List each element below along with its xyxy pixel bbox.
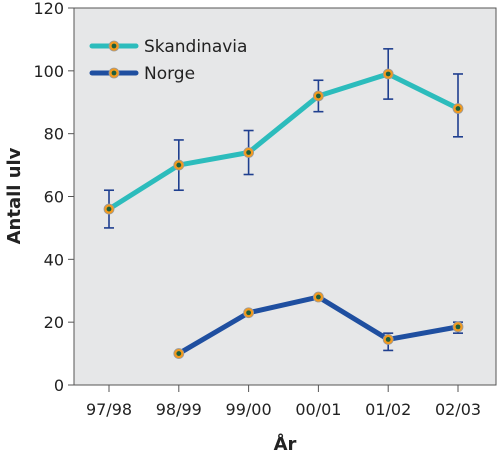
y-tick-label: 120 [33, 0, 64, 18]
marker-center [316, 93, 321, 99]
data-point [103, 203, 115, 215]
series-line [106, 71, 461, 212]
x-tick-label: 98/99 [156, 400, 202, 419]
y-tick-label: 20 [44, 313, 64, 332]
data-point [452, 321, 464, 333]
x-tick-label: 02/03 [435, 400, 481, 419]
legend-item: Norge [89, 64, 195, 84]
x-tick-label: 99/00 [226, 400, 272, 419]
marker-center [246, 150, 252, 155]
marker-center [455, 324, 461, 330]
x-tick-label: 00/01 [295, 400, 341, 419]
legend-label: Norge [144, 64, 195, 84]
y-tick-label: 80 [44, 125, 64, 144]
y-tick-label: 60 [44, 188, 64, 207]
data-point [243, 147, 255, 158]
data-point [243, 307, 255, 319]
y-tick-label: 40 [44, 250, 64, 269]
series-layer [103, 48, 464, 359]
marker-center [176, 162, 182, 168]
y-axis: 0 20 40 60 80 100 120 [33, 0, 74, 395]
marker-center [385, 71, 391, 77]
legend-label: Skandinavia [144, 37, 247, 57]
legend-marker-center [111, 43, 117, 49]
x-tick-label: 97/98 [86, 400, 132, 419]
legend: Skandinavia Norge [89, 37, 247, 84]
data-point [312, 291, 324, 303]
data-point [173, 348, 185, 359]
series-norge [173, 291, 464, 359]
x-tick-label: 01/02 [365, 400, 411, 419]
data-point [382, 334, 394, 345]
marker-center [385, 337, 391, 342]
x-axis-title: År [274, 432, 297, 455]
data-point [173, 159, 185, 171]
data-point [312, 90, 324, 102]
series-skandinavia [103, 48, 464, 229]
x-axis: 97/98 98/99 99/00 00/01 01/02 02/03 [86, 385, 481, 419]
y-tick-label: 100 [33, 62, 64, 81]
marker-center [176, 351, 182, 356]
y-axis-title: Antall ulv [4, 147, 25, 244]
data-point [452, 103, 464, 114]
marker-center [246, 310, 252, 316]
marker-center [316, 294, 321, 300]
marker-center [106, 206, 112, 212]
marker-center [455, 106, 461, 111]
legend-item: Skandinavia [89, 37, 247, 57]
legend-marker-center [111, 70, 117, 76]
y-tick-label: 0 [54, 376, 64, 395]
data-point [382, 68, 394, 80]
plot-area [73, 7, 497, 386]
